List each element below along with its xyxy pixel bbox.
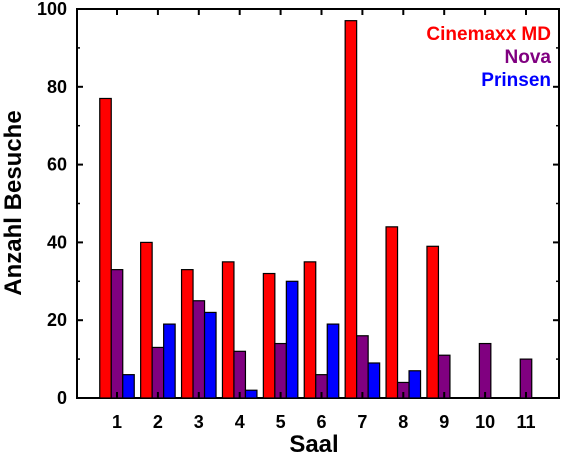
bar-cinemaxx-md-saal-9	[426, 245, 440, 399]
x-tick-label: 8	[398, 412, 408, 432]
bar-prinsen-saal-5	[285, 280, 299, 399]
bar-cinemaxx-md-saal-6	[303, 261, 317, 399]
bar-nova-saal-5	[274, 342, 287, 399]
bar-prinsen-saal-2	[163, 323, 176, 399]
bars-layer	[99, 20, 533, 399]
bar-prinsen-saal-3	[203, 311, 217, 399]
x-tick-label: 4	[235, 412, 245, 432]
x-tick-label: 2	[153, 412, 163, 432]
bar-cinemaxx-md-saal-2	[140, 241, 153, 399]
bar-nova-saal-9	[437, 354, 451, 399]
bar-cinemaxx-md-saal-7	[344, 20, 358, 399]
y-axis-title: Anzahl Besuche	[0, 110, 27, 295]
bar-prinsen-saal-4	[244, 389, 258, 399]
y-tick-label: 60	[47, 155, 67, 175]
bar-cinemaxx-md-saal-4	[221, 261, 235, 399]
x-tick-label: 11	[516, 412, 535, 432]
legend-entry-cinemaxx-md: Cinemaxx MD	[426, 24, 551, 45]
bar-prinsen-saal-1	[122, 374, 135, 399]
bar-cinemaxx-md-saal-3	[180, 269, 194, 399]
bar-nova-saal-3	[192, 300, 206, 399]
y-tick-label: 0	[57, 388, 67, 408]
y-tick-label: 20	[47, 310, 67, 330]
bar-cinemaxx-md-saal-1	[99, 97, 112, 399]
y-tick-label: 100	[37, 0, 67, 19]
bar-cinemaxx-md-saal-8	[385, 226, 399, 399]
x-tick-label: 1	[112, 412, 122, 432]
bar-prinsen-saal-8	[408, 370, 422, 399]
x-tick-label: 6	[316, 412, 326, 432]
x-tick-label: 9	[439, 412, 449, 432]
legend-entry-prinsen: Prinsen	[481, 70, 551, 91]
bar-nova-saal-2	[151, 346, 165, 399]
bar-nova-saal-4	[233, 350, 247, 399]
bar-nova-saal-7	[356, 335, 369, 399]
x-axis-title: Saal	[289, 431, 338, 457]
x-tick-label: 7	[357, 412, 367, 432]
x-tick-label: 5	[276, 412, 286, 432]
x-axis: 1 2 3 4 5 6 7 8 9 10 11	[112, 9, 536, 432]
bar-cinemaxx-md-saal-5	[262, 272, 276, 399]
x-tick-label: 10	[475, 412, 495, 432]
y-axis: 0 20 40 60 80 100	[37, 0, 559, 408]
y-tick-label: 40	[47, 232, 67, 252]
bar-nova-saal-10	[478, 342, 492, 399]
x-tick-label: 3	[194, 412, 204, 432]
bar-prinsen-saal-7	[367, 362, 381, 399]
y-tick-label: 80	[47, 77, 67, 97]
bar-prinsen-saal-6	[326, 323, 340, 399]
legend-entry-nova: Nova	[505, 47, 552, 68]
bar-nova-saal-1	[110, 269, 124, 399]
